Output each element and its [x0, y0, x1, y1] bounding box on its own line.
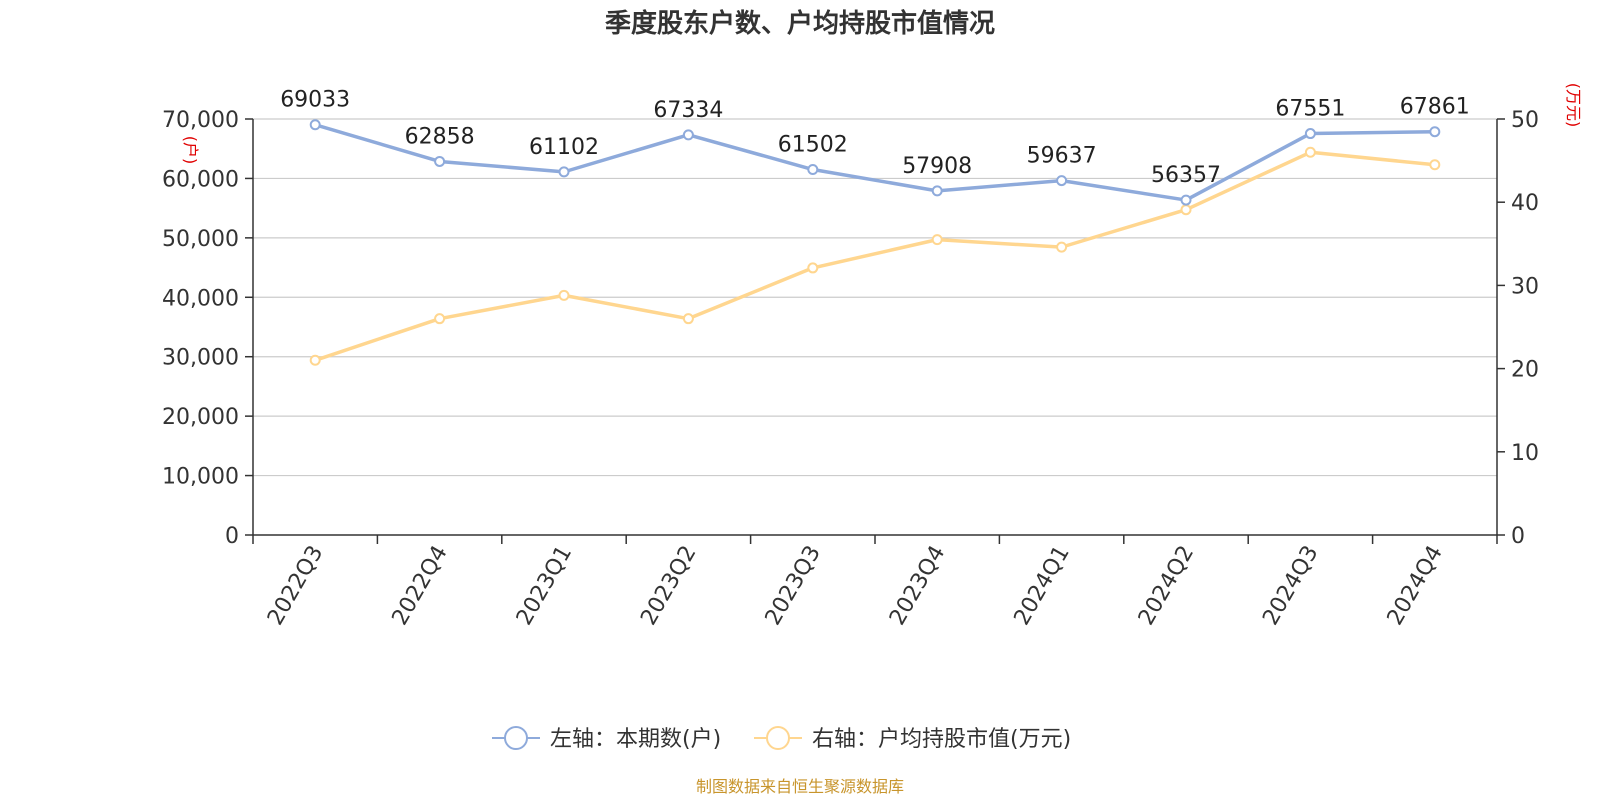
x-axis-tick-label: 2023Q4 [885, 541, 950, 629]
series-avg-value [309, 146, 1441, 366]
data-label: 61102 [529, 135, 599, 160]
data-point [1429, 126, 1441, 138]
right-axis-tick-label: 0 [1511, 524, 1525, 549]
x-axis-tick-label: 2024Q4 [1383, 542, 1448, 630]
data-point [1304, 128, 1316, 140]
legend-marker-icon [766, 726, 790, 750]
left-axis-tick-label: 50,000 [162, 227, 239, 252]
x-axis-tick-label: 2022Q3 [263, 542, 328, 630]
x-axis-tick-label: 2023Q2 [636, 542, 701, 630]
x-axis-tick-label: 2023Q3 [761, 542, 826, 630]
x-axis-tick-label: 2024Q2 [1134, 542, 1199, 630]
data-label: 67334 [653, 98, 723, 123]
left-axis-tick-label: 20,000 [162, 405, 239, 430]
data-point [682, 313, 694, 325]
data-point [1056, 241, 1068, 253]
data-point [931, 185, 943, 197]
data-point [1180, 194, 1192, 206]
data-point [558, 289, 570, 301]
right-axis-tick-label: 30 [1511, 274, 1539, 299]
data-label: 61502 [778, 133, 848, 158]
series-line [314, 123, 1435, 202]
data-label: 67551 [1275, 97, 1345, 122]
data-point [807, 262, 819, 274]
series-layer: 69033 62858 61102 67334 61502 57908 59637 56357… [280, 88, 1470, 366]
x-axis-tick-label: 2023Q1 [512, 542, 577, 630]
data-point [1429, 159, 1441, 171]
legend-marker-icon [504, 726, 528, 750]
data-label: 59637 [1027, 144, 1097, 169]
data-point [682, 129, 694, 141]
series-line [314, 150, 1435, 362]
legend[interactable]: 左轴：本期数(户) 右轴：户均持股市值(万元) [492, 726, 1071, 752]
legend-label: 右轴：户均持股市值(万元) [812, 727, 1071, 752]
left-axis-tick-label: 10,000 [162, 465, 239, 490]
right-axis-tick-label: 20 [1511, 358, 1539, 383]
data-point [309, 354, 321, 366]
left-axis-tick-label: 30,000 [162, 346, 239, 371]
legend-item-avg-value[interactable]: 右轴：户均持股市值(万元) [754, 726, 1071, 752]
data-label: 67861 [1400, 95, 1470, 120]
x-axis-tick-label: 2024Q1 [1009, 542, 1074, 630]
left-axis-unit: (户) [181, 136, 200, 165]
grid-lines [253, 118, 1497, 477]
data-point [931, 234, 943, 246]
data-point [1056, 175, 1068, 187]
data-point [434, 155, 446, 167]
left-axis-tick-label: 70,000 [162, 108, 239, 133]
data-point [434, 313, 446, 325]
axes: 0 10,000 20,000 30,000 40,000 50,000 60,000 70,… [162, 108, 1539, 630]
data-point [807, 164, 819, 176]
x-axis-tick-label: 2022Q4 [387, 542, 452, 630]
left-axis-tick-label: 0 [225, 524, 239, 549]
data-point [558, 166, 570, 178]
right-axis-unit: (万元) [1564, 83, 1583, 128]
data-point [1304, 146, 1316, 158]
data-label: 69033 [280, 88, 350, 113]
left-axis-tick-label: 60,000 [162, 167, 239, 192]
data-label: 56357 [1151, 163, 1221, 188]
series-holders: 69033 62858 61102 67334 61502 57908 59637 56357… [280, 88, 1470, 206]
chart-title: 季度股东户数、户均持股市值情况 [605, 8, 995, 39]
right-axis-tick-label: 50 [1511, 108, 1539, 133]
legend-item-holders[interactable]: 左轴：本期数(户) [492, 726, 721, 752]
right-axis-tick-label: 40 [1511, 191, 1539, 216]
data-point [309, 119, 321, 131]
x-axis-tick-label: 2024Q3 [1258, 542, 1323, 630]
source-note: 制图数据来自恒生聚源数据库 [696, 777, 904, 796]
right-axis-tick-label: 10 [1511, 441, 1539, 466]
data-label: 62858 [405, 124, 475, 149]
left-axis-tick-label: 40,000 [162, 286, 239, 311]
data-point [1180, 204, 1192, 216]
data-label: 57908 [902, 154, 972, 179]
legend-label: 左轴：本期数(户) [550, 727, 721, 752]
